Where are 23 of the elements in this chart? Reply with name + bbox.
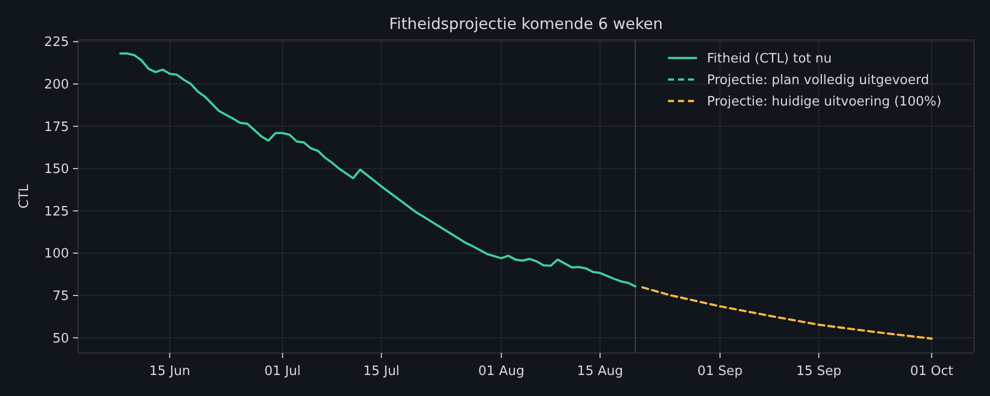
- y-tick-label: 150: [44, 162, 69, 178]
- y-tick-label: 50: [52, 331, 69, 346]
- y-axis-title: CTL: [17, 184, 32, 209]
- chart-title: Fitheidsprojectie komende 6 weken: [389, 15, 663, 33]
- line-series: [119, 52, 636, 288]
- x-tick-label: 01 Sep: [697, 364, 743, 379]
- y-tick-label: 175: [44, 120, 69, 135]
- y-tick-label: 125: [44, 204, 69, 220]
- y-tick-label: 75: [52, 289, 69, 304]
- x-tick-label: 01 Aug: [478, 364, 524, 379]
- x-tick-label: 15 Jul: [363, 364, 400, 379]
- y-tick-label: 200: [44, 78, 69, 93]
- legend-label: Projectie: plan volledig uitgevoerd: [707, 73, 930, 88]
- x-tick-label: 15 Jun: [149, 364, 190, 379]
- legend-label: Projectie: huidige uitvoering (100%): [707, 94, 942, 110]
- x-tick-label: 15 Sep: [796, 364, 842, 379]
- legend-label: Fitheid (CTL) tot nu: [707, 52, 832, 67]
- y-tick-label: 100: [44, 246, 69, 262]
- y-tick-label: 225: [44, 35, 69, 50]
- line-series: [641, 286, 933, 340]
- x-tick-label: 01 Oct: [910, 364, 954, 379]
- x-tick-label: 15 Aug: [577, 364, 624, 379]
- x-tick-label: 01 Jul: [264, 364, 301, 379]
